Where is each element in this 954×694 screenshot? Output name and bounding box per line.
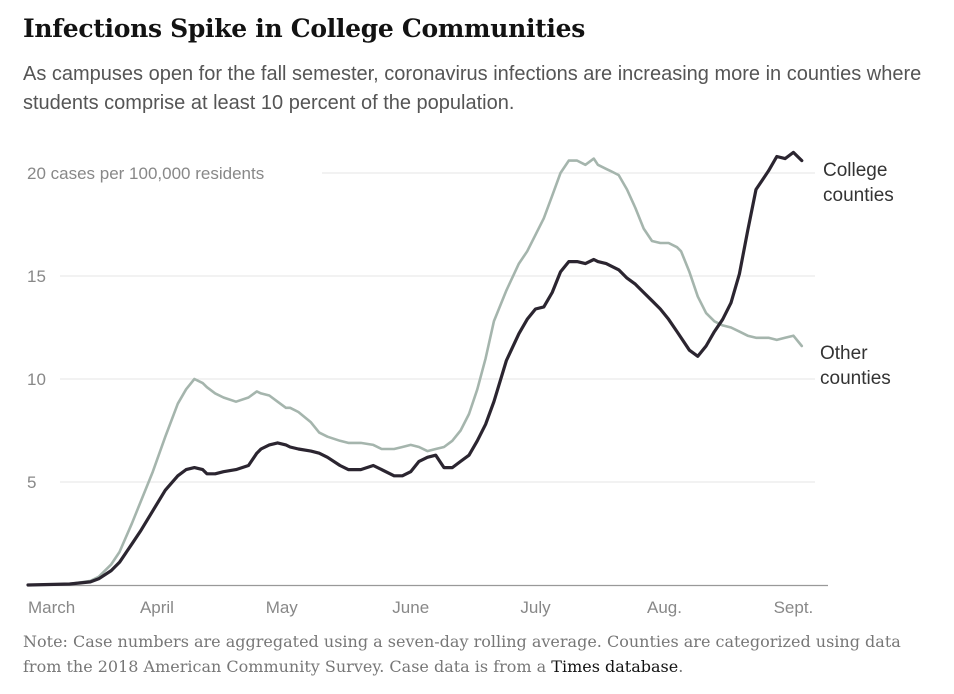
- y-tick-label: 15: [27, 267, 46, 286]
- series-lines: [26, 150, 804, 587]
- x-tick-labels: March April May June July Aug. Sept.: [28, 598, 813, 617]
- x-tick-label: June: [392, 598, 429, 617]
- x-tick-label: May: [266, 598, 299, 617]
- series-line-college-counties: [26, 150, 804, 587]
- x-tick-label: April: [140, 598, 174, 617]
- chart-title: Infections Spike in College Communities: [23, 14, 585, 43]
- y-tick-label: 5: [27, 473, 36, 492]
- note-text: Note: Case numbers are aggregated using …: [23, 632, 901, 676]
- series-labels: Other counties College counties: [820, 160, 894, 389]
- x-tick-label: Aug.: [647, 598, 682, 617]
- x-tick-label: Sept.: [774, 598, 814, 617]
- gridlines: [60, 172, 815, 483]
- series-label-other-counties: counties: [820, 368, 891, 389]
- series-label-college-counties: counties: [823, 185, 894, 206]
- note-end: .: [678, 657, 684, 676]
- y-tick-labels: 20 cases per 100,000 residents 15 10 5: [27, 164, 264, 492]
- y-tick-label: 10: [27, 370, 46, 389]
- times-database-link[interactable]: Times database: [551, 657, 679, 676]
- series-line-other-counties: [26, 157, 804, 587]
- series-label-college-counties: College: [823, 160, 887, 181]
- series-label-other-counties: Other: [820, 343, 868, 364]
- y-tick-label: 20 cases per 100,000 residents: [27, 164, 264, 183]
- chart-note: Note: Case numbers are aggregated using …: [23, 629, 933, 679]
- x-tick-label: July: [520, 598, 551, 617]
- x-tick-label: March: [28, 598, 75, 617]
- chart-subtitle: As campuses open for the fall semester, …: [23, 63, 922, 114]
